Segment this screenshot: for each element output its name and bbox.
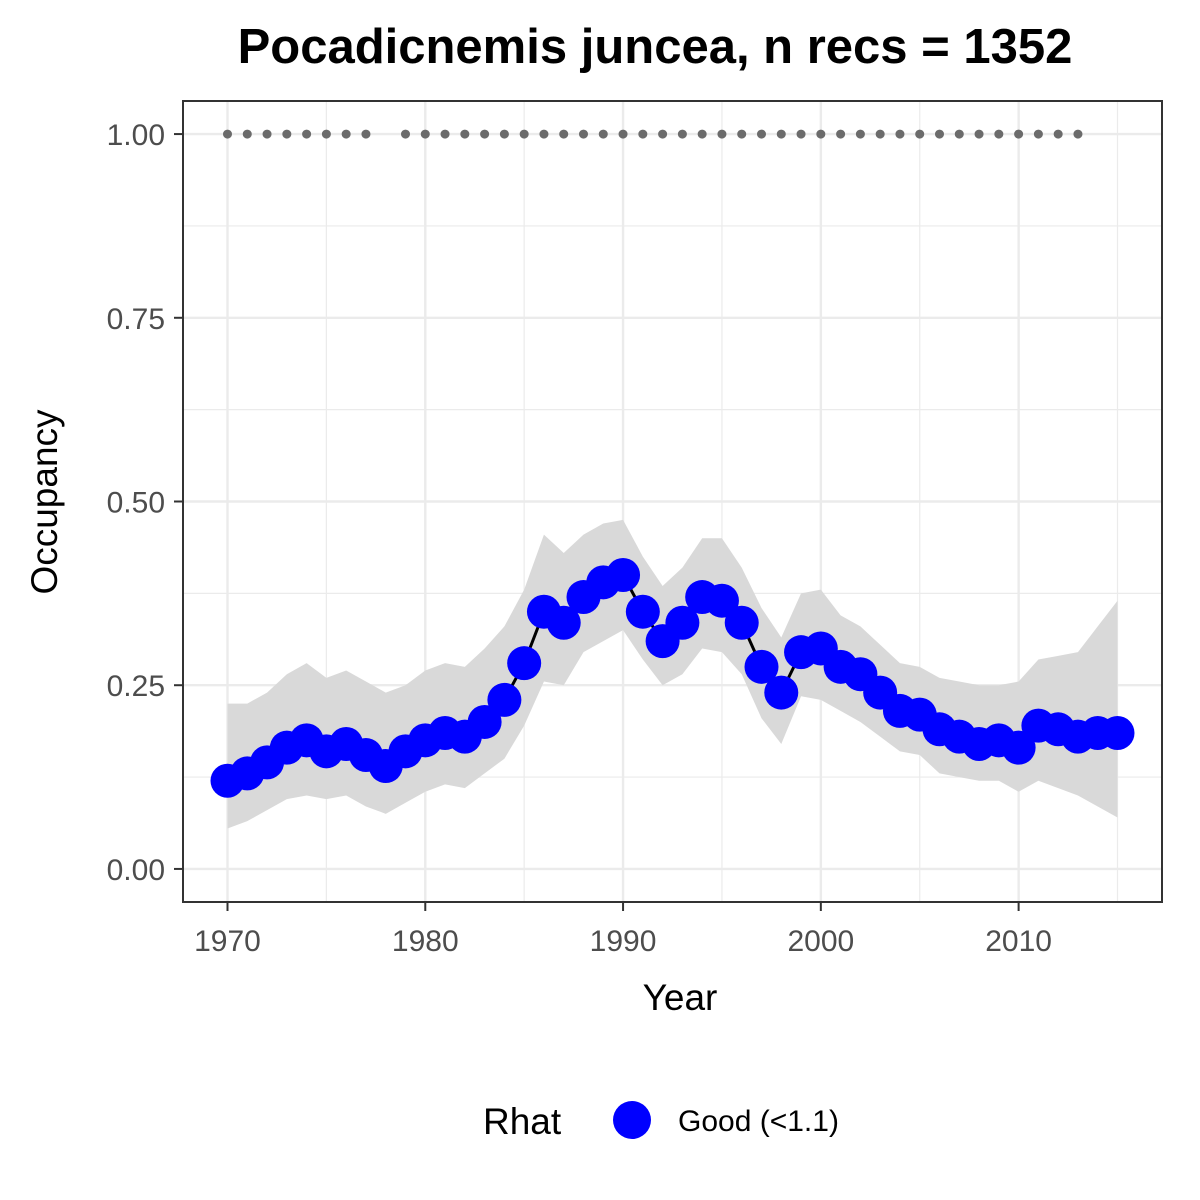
record-year-point (638, 129, 648, 139)
record-year-point (776, 129, 786, 139)
record-year-point (361, 129, 371, 139)
y-tick-label: 0.25 (107, 670, 165, 703)
record-year-point (994, 129, 1004, 139)
chart-title: Pocadicnemis juncea, n recs = 1352 (238, 20, 1073, 74)
legend: Rhat Good (<1.1) (483, 1101, 839, 1142)
record-year-point (1053, 129, 1063, 139)
record-year-point (875, 129, 885, 139)
record-year-point (519, 129, 529, 139)
occupancy-point (606, 557, 641, 592)
occupancy-point (487, 682, 522, 717)
occupancy-point (665, 605, 700, 640)
record-year-point (935, 129, 944, 139)
record-year-point (816, 129, 826, 139)
record-year-point (974, 129, 984, 139)
x-tick-label: 1970 (194, 925, 261, 958)
record-year-point (1014, 129, 1024, 139)
occupancy-point (744, 649, 779, 684)
record-year-point (440, 129, 450, 139)
x-tick-label: 2010 (985, 925, 1052, 958)
y-tick-label: 0.75 (107, 303, 165, 336)
y-axis-title: Occupancy (24, 409, 65, 595)
y-tick-label: 0.50 (107, 487, 165, 520)
record-year-point (341, 129, 351, 139)
occupancy-point (704, 583, 739, 618)
occupancy-point (764, 675, 799, 710)
occupancy-point (1001, 730, 1036, 765)
record-year-point (658, 129, 668, 139)
record-year-point (242, 129, 252, 139)
record-year-point (618, 129, 628, 139)
record-year-point (539, 129, 549, 139)
legend-label-good: Good (<1.1) (678, 1105, 839, 1138)
occupancy-point (1100, 715, 1135, 750)
x-tick-label: 1980 (392, 925, 459, 958)
record-year-point (1033, 129, 1043, 139)
record-year-point (223, 129, 232, 139)
occupancy-point (546, 605, 581, 640)
x-axis-title: Year (643, 977, 718, 1018)
occupancy-point (724, 605, 759, 640)
plot-panel (182, 100, 1163, 903)
record-year-point (855, 129, 865, 139)
y-tick-label: 1.00 (107, 119, 165, 152)
record-year-point (420, 129, 430, 139)
record-year-point (499, 129, 509, 139)
record-year-point (757, 129, 766, 139)
record-year-point (954, 129, 964, 139)
record-year-point (480, 129, 490, 139)
y-axis: 0.00 0.25 0.50 0.75 1.00 (107, 119, 183, 887)
record-year-point (737, 129, 747, 139)
y-tick-label: 0.00 (107, 854, 165, 887)
confidence-ribbon (227, 519, 1118, 829)
record-year-point (1073, 129, 1083, 139)
occupancy-point (467, 704, 502, 739)
record-year-point (302, 129, 312, 139)
record-year-point (697, 129, 707, 139)
record-year-point (796, 129, 806, 139)
record-year-point (401, 129, 410, 139)
record-year-point (915, 129, 925, 139)
x-tick-label: 1990 (590, 925, 657, 958)
record-year-point (282, 129, 292, 139)
record-year-point (262, 129, 272, 139)
record-year-point (895, 129, 905, 139)
occupancy-points-layer (210, 557, 1135, 798)
x-axis: 1970 1980 1990 2000 2010 (194, 902, 1052, 958)
x-tick-label: 2000 (787, 925, 854, 958)
record-year-point (836, 129, 846, 139)
record-year-point (579, 129, 588, 139)
confidence-ribbon-layer (227, 519, 1118, 829)
occupancy-point (625, 594, 660, 629)
record-year-point (559, 129, 569, 139)
record-year-point (598, 129, 608, 139)
record-year-point (321, 129, 331, 139)
legend-title: Rhat (483, 1101, 562, 1142)
occupancy-point (507, 646, 542, 681)
record-year-point (460, 129, 470, 139)
record-year-point (717, 129, 727, 139)
record-years-layer (223, 129, 1083, 139)
record-year-point (677, 129, 687, 139)
legend-key-good (613, 1101, 651, 1139)
